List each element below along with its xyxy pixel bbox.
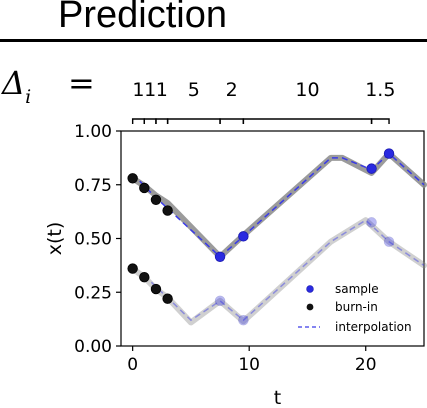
- interval-label: 1.5: [365, 79, 395, 101]
- interval-bracket: [166, 118, 221, 124]
- interval-label: 1: [156, 79, 168, 101]
- legend-sample-marker: [306, 285, 314, 293]
- interval-label: 1: [132, 79, 144, 101]
- interval-label: 10: [295, 79, 319, 101]
- sample-point: [214, 295, 226, 307]
- legend-label: interpolation: [335, 320, 412, 334]
- interpolation-line: [143, 219, 425, 322]
- plot-area: [127, 148, 427, 326]
- y-tick-label: 0.75: [74, 176, 112, 196]
- interval-bracket: [155, 118, 169, 124]
- delta-subscript: i: [25, 86, 32, 108]
- x-axis-label: t: [274, 387, 281, 408]
- y-axis-label: x(t): [44, 222, 66, 256]
- sample-point: [366, 217, 377, 228]
- true-trajectory: [129, 150, 427, 260]
- y-tick-label: 1.00: [74, 122, 112, 142]
- x-tick-label: 0: [127, 355, 138, 375]
- burn-in-point: [150, 283, 162, 295]
- delta-label: Δi: [2, 64, 31, 108]
- burn-in-point: [150, 194, 162, 206]
- equals-sign: =: [68, 64, 95, 102]
- sample-point: [366, 163, 377, 174]
- interval-bracket: [143, 118, 157, 124]
- chart-axes: 0.00 0.25 0.50 0.75 1.00 0 10 20 t x(t): [44, 122, 425, 408]
- interval-bracket: [219, 118, 245, 124]
- y-tick-label: 0.50: [74, 230, 112, 250]
- burn-in-point: [127, 263, 138, 274]
- sample-point: [238, 315, 249, 326]
- true-trajectory: [129, 217, 427, 326]
- burn-in-point: [162, 293, 173, 304]
- interval-bracket: [131, 118, 146, 124]
- burn-in-point: [162, 205, 173, 216]
- interval-brackets: 1 1 1 5 2 10 1.5: [131, 79, 395, 124]
- burn-in-point: [139, 182, 150, 194]
- legend-label: burn-in: [335, 300, 378, 314]
- y-tick-label: 0.25: [74, 283, 112, 303]
- interval-bracket: [242, 118, 373, 124]
- sample-point: [383, 148, 395, 159]
- delta-symbol: Δ: [2, 64, 26, 102]
- interval-label: 5: [188, 79, 200, 101]
- sample-point: [383, 236, 395, 247]
- interval-label: 2: [226, 79, 238, 101]
- sample-point: [214, 251, 226, 262]
- burn-in-point: [127, 173, 138, 184]
- legend-burn-in-marker: [306, 303, 314, 311]
- sample-point: [238, 231, 249, 242]
- x-tick-label: 20: [355, 355, 377, 375]
- burn-in-point: [139, 272, 150, 283]
- interval-bracket: [370, 118, 390, 124]
- title-underline: [0, 39, 427, 42]
- x-tick-label: 10: [238, 355, 260, 375]
- interval-label: 1: [144, 79, 156, 101]
- legend: sample burn-in interpolation: [298, 282, 412, 334]
- y-tick-label: 0.00: [74, 337, 112, 357]
- figure-title: Prediction: [58, 0, 227, 36]
- legend-label: sample: [335, 282, 379, 296]
